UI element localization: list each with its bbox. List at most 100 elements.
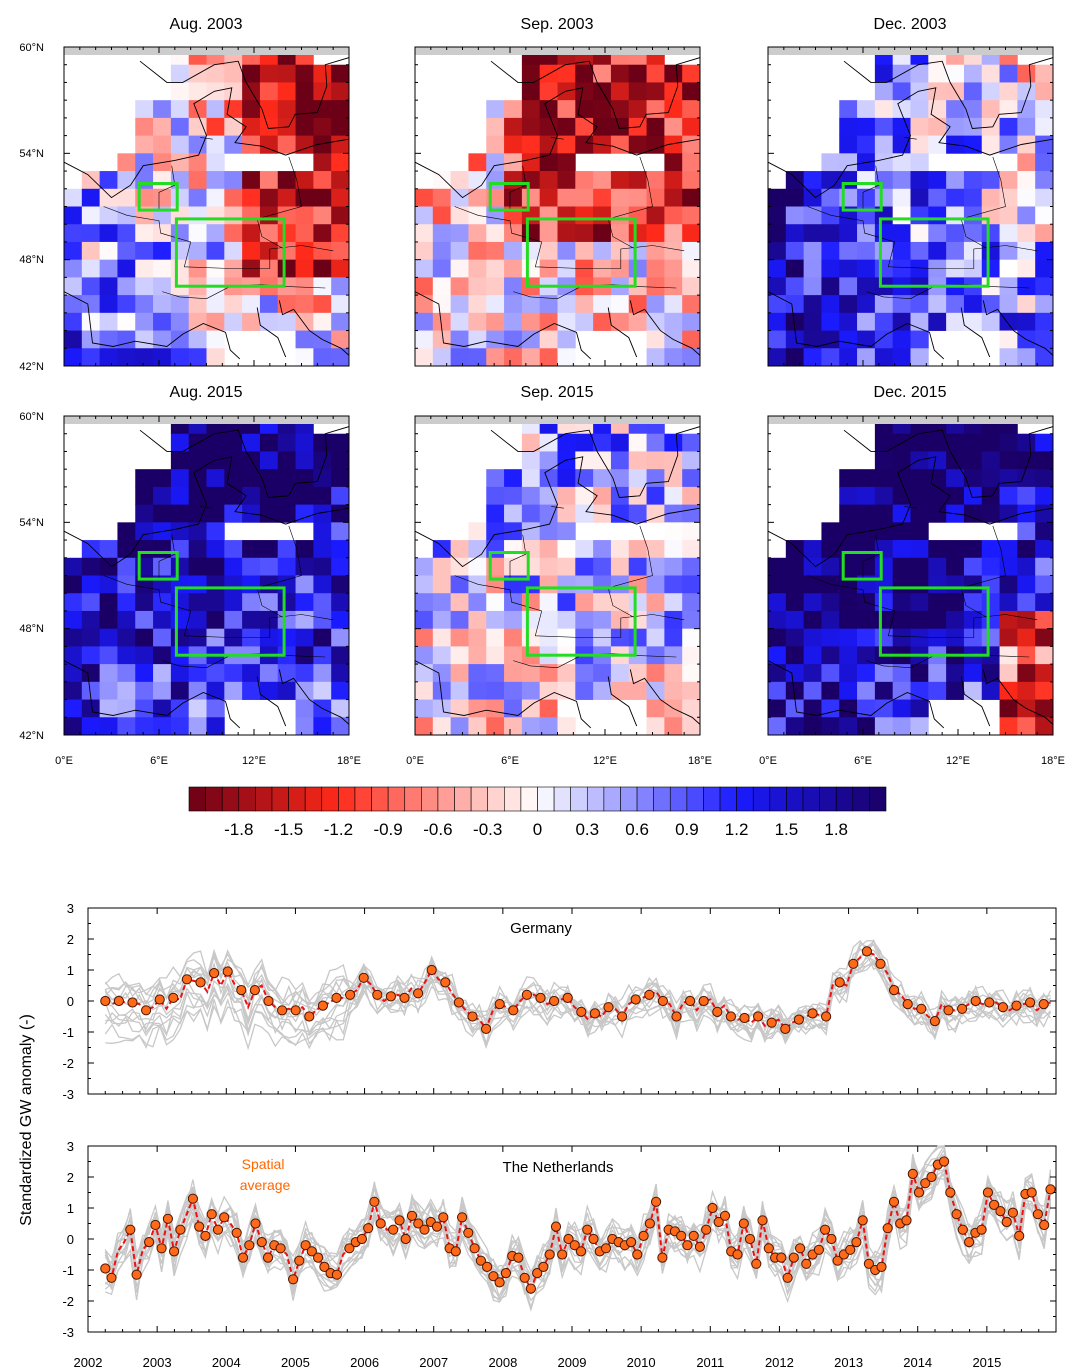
anomaly-cell bbox=[135, 153, 154, 172]
average-point bbox=[222, 966, 233, 977]
germany-box bbox=[878, 586, 990, 657]
anomaly-cell bbox=[821, 277, 840, 296]
anomaly-cell bbox=[999, 241, 1018, 261]
anomaly-cell bbox=[664, 522, 683, 541]
anomaly-cell bbox=[432, 646, 452, 665]
average-point bbox=[463, 1227, 474, 1238]
ensemble-member-line bbox=[104, 1172, 1052, 1301]
average-point bbox=[236, 985, 247, 996]
anomaly-cell bbox=[153, 259, 172, 278]
anomaly-cell bbox=[206, 575, 225, 594]
average-point bbox=[982, 1187, 994, 1198]
anomaly-cell bbox=[504, 312, 523, 331]
anomaly-cell bbox=[1035, 575, 1053, 594]
anomaly-cell bbox=[610, 593, 630, 612]
average-point bbox=[513, 1252, 524, 1263]
anomaly-cell bbox=[135, 699, 154, 718]
anomaly-cell bbox=[206, 64, 225, 83]
anomaly-cell bbox=[981, 224, 1000, 243]
map-panel-dec-2003: Dec. 2003 bbox=[767, 16, 1054, 367]
anomaly-cell bbox=[450, 224, 469, 243]
anomaly-cell bbox=[295, 646, 314, 665]
anomaly-cell bbox=[999, 557, 1018, 576]
anomaly-cell bbox=[224, 295, 243, 314]
anomaly-cell bbox=[857, 486, 876, 506]
anomaly-cell bbox=[331, 504, 349, 523]
anomaly-cell bbox=[664, 575, 683, 594]
anomaly-cell bbox=[277, 628, 296, 647]
colorbar-swatch bbox=[603, 786, 621, 812]
anomaly-cell bbox=[963, 451, 983, 470]
anomaly-cell bbox=[682, 64, 700, 83]
anomaly-cell bbox=[313, 348, 332, 366]
anomaly-cell bbox=[135, 646, 154, 665]
anomaly-cell bbox=[874, 557, 894, 576]
average-point bbox=[494, 1277, 505, 1288]
anomaly-cell bbox=[521, 224, 541, 243]
anomaly-cell bbox=[432, 277, 452, 296]
colorbar-tick-label: 1.8 bbox=[824, 820, 848, 839]
anomaly-cell bbox=[646, 206, 665, 225]
colorbar-tick-label: -1.2 bbox=[324, 820, 353, 839]
anomaly-cell bbox=[224, 241, 243, 261]
average-point bbox=[569, 1240, 580, 1251]
y-tick-label: -2 bbox=[62, 1056, 74, 1071]
anomaly-cell bbox=[64, 277, 83, 296]
anomaly-cell bbox=[646, 277, 665, 296]
border-line bbox=[551, 137, 564, 140]
anomaly-cell bbox=[153, 540, 172, 559]
anomaly-cell bbox=[81, 224, 101, 243]
anomaly-cell bbox=[557, 486, 576, 506]
anomaly-cell bbox=[99, 575, 118, 594]
anomaly-cell bbox=[646, 486, 665, 506]
average-point bbox=[901, 1215, 912, 1226]
anomaly-cell bbox=[628, 681, 647, 700]
anomaly-cell bbox=[504, 188, 523, 207]
anomaly-cell bbox=[857, 188, 876, 207]
anomaly-cell bbox=[170, 241, 190, 261]
anomaly-cell bbox=[999, 206, 1018, 225]
anomaly-cell bbox=[64, 557, 83, 576]
coast-line bbox=[415, 87, 700, 199]
anomaly-cell bbox=[504, 504, 523, 523]
anomaly-cell bbox=[575, 117, 594, 137]
panel-title: The Netherlands bbox=[503, 1159, 614, 1176]
anomaly-cell bbox=[646, 82, 665, 101]
spatial-average-line bbox=[100, 1156, 1056, 1294]
average-point bbox=[951, 1209, 962, 1220]
anomaly-cell bbox=[857, 277, 876, 296]
anomaly-cell bbox=[1035, 540, 1053, 559]
anomaly-cell bbox=[99, 646, 118, 665]
anomaly-cell bbox=[331, 330, 349, 349]
anomaly-cell bbox=[188, 628, 207, 647]
x-tick-label: 2012 bbox=[765, 1355, 794, 1370]
anomaly-cell bbox=[999, 135, 1018, 154]
colorbar-swatch bbox=[520, 786, 538, 812]
anomaly-cell bbox=[295, 206, 314, 225]
anomaly-cell bbox=[628, 82, 647, 101]
average-point bbox=[250, 1218, 261, 1229]
anomaly-cell bbox=[295, 171, 314, 190]
anomaly-cell bbox=[785, 241, 805, 261]
anomaly-cell bbox=[682, 277, 700, 296]
average-point bbox=[793, 1014, 805, 1025]
average-point bbox=[845, 1244, 856, 1255]
anomaly-cell bbox=[910, 522, 929, 541]
anomaly-cell bbox=[432, 259, 452, 278]
anomaly-cell bbox=[682, 295, 700, 314]
average-point bbox=[739, 1012, 750, 1024]
anomaly-cell bbox=[1017, 610, 1036, 630]
anomaly-cell bbox=[803, 330, 822, 349]
anomaly-cell bbox=[557, 135, 576, 154]
anomaly-cell bbox=[331, 717, 349, 735]
anomaly-cell bbox=[224, 557, 243, 576]
anomaly-cell bbox=[874, 82, 894, 101]
anomaly-cell bbox=[153, 557, 172, 576]
anomaly-cell bbox=[117, 646, 136, 665]
anomaly-cell bbox=[135, 259, 154, 278]
anomaly-cell bbox=[521, 469, 541, 488]
coast-line bbox=[843, 426, 1053, 498]
anomaly-cell bbox=[664, 117, 683, 137]
average-point bbox=[313, 1252, 324, 1263]
anomaly-cell bbox=[468, 628, 487, 647]
